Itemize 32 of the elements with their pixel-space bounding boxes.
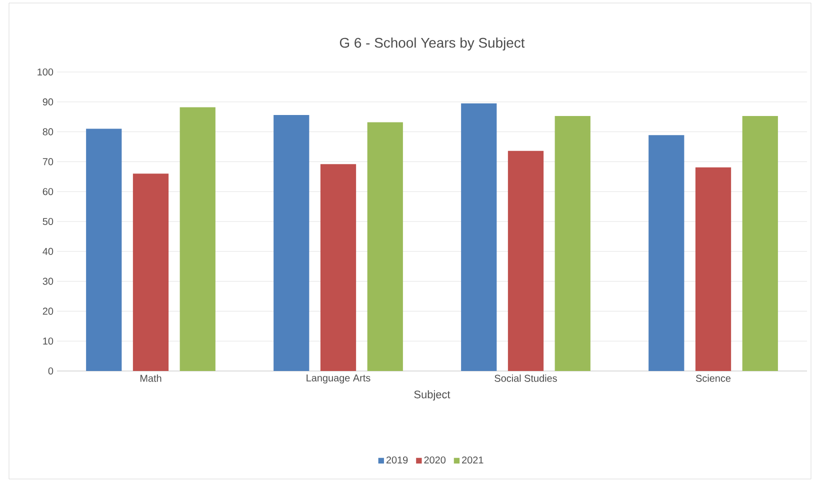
y-tick-label: 70: [42, 158, 54, 166]
x-tick-label: Math: [140, 374, 162, 382]
x-tick-label: Science: [696, 374, 731, 382]
bar: [695, 167, 732, 371]
bar: [132, 174, 169, 371]
y-tick-label: 10: [43, 338, 54, 345]
x-axis-title: Subject: [414, 390, 450, 400]
bar: [648, 135, 684, 371]
bar: [274, 115, 310, 371]
bar: [461, 103, 497, 371]
x-tick-label: Language Arts: [306, 374, 370, 384]
y-tick-label: 50: [42, 218, 54, 226]
legend-label: 2021: [462, 456, 484, 464]
bar: [320, 164, 356, 371]
bar: [554, 116, 590, 371]
y-tick-label: 90: [42, 98, 54, 106]
bar: [508, 150, 544, 371]
bar: [367, 122, 403, 371]
y-tick-label: 0: [48, 367, 54, 375]
y-tick-label: 60: [42, 188, 54, 196]
legend-label: 2020: [424, 456, 446, 464]
y-tick-label: 20: [42, 308, 54, 315]
bar: [86, 128, 122, 371]
bar: [180, 107, 216, 371]
bar: [742, 116, 778, 371]
chart-title: G 6 - School Years by Subject: [340, 37, 525, 50]
x-tick-label: Social Studies: [494, 374, 557, 382]
y-tick-label: 80: [42, 128, 54, 136]
legend-label: 2019: [386, 456, 408, 464]
y-tick-label: 40: [42, 248, 54, 255]
y-tick-label: 100: [38, 68, 54, 76]
y-tick-label: 30: [42, 278, 54, 285]
